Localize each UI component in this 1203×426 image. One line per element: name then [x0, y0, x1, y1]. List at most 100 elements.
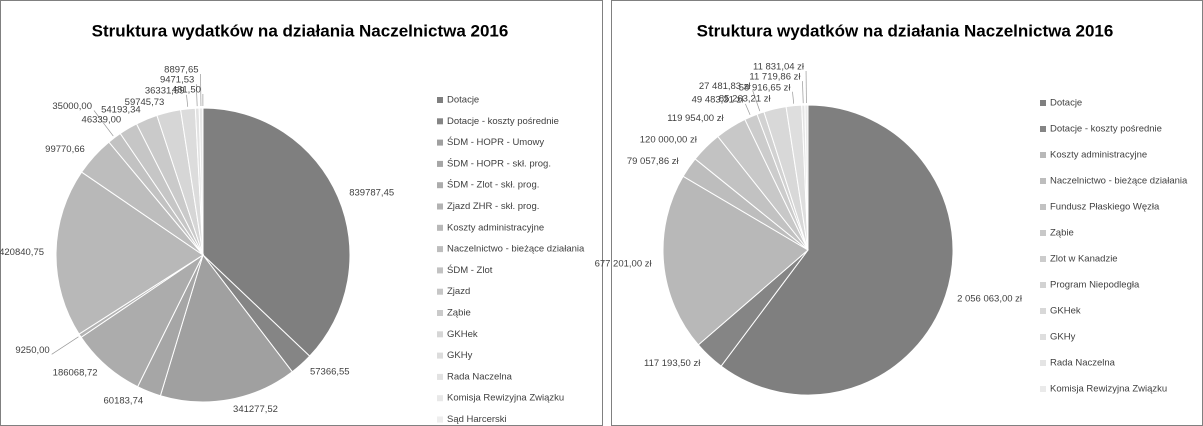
- data-label: 85 263,21 zł: [719, 94, 772, 105]
- legend-swatch: [1040, 204, 1046, 210]
- data-label: 35000,00: [52, 101, 92, 112]
- data-label: 59745,73: [125, 97, 165, 108]
- legend-label: Sąd Harcerski: [447, 414, 507, 425]
- data-label: 2 056 063,00 zł: [957, 293, 1023, 304]
- pie-slice: [55, 171, 204, 335]
- legend-label: Naczelnictwo - bieżące działania: [447, 244, 585, 255]
- pie-slice: [804, 104, 809, 251]
- legend-label: GKHek: [1050, 306, 1081, 317]
- legend-label: Rada Naczelna: [1050, 358, 1116, 369]
- data-label: 79 057,86 zł: [627, 156, 680, 167]
- legend-swatch: [437, 139, 443, 146]
- legend-label: Rada Naczelna: [447, 371, 513, 382]
- data-label: 57366,55: [310, 366, 350, 377]
- data-label: 117 193,50 zł: [644, 358, 701, 369]
- pie-slice: [720, 104, 954, 396]
- legend-swatch: [1040, 256, 1046, 262]
- data-label: 99770,66: [45, 144, 85, 155]
- legend-label: Program Niepodległa: [1050, 280, 1140, 291]
- data-label: 36331,59: [145, 85, 185, 96]
- legend-swatch: [437, 331, 443, 338]
- data-label: 11 831,04 zł: [753, 62, 805, 73]
- leader-line: [802, 81, 804, 104]
- legend-label: Koszty administracyjne: [1050, 150, 1147, 161]
- legend-label: Ząbie: [1050, 228, 1074, 239]
- legend-swatch: [437, 224, 443, 231]
- legend-label: Komisja Rewizyjna Związku: [447, 393, 564, 404]
- data-label: 54193,34: [101, 105, 141, 116]
- leader-line: [51, 336, 79, 355]
- pie-slice: [202, 107, 351, 357]
- leader-line: [195, 84, 198, 107]
- legend-label: ŚDM - Zlot: [447, 264, 493, 276]
- legend-label: Dotacje: [1050, 98, 1082, 109]
- legend-swatch: [1040, 230, 1046, 236]
- data-label: 119 954,00 zł: [667, 113, 724, 124]
- chart-title: Struktura wydatków na działania Naczelni…: [697, 21, 1114, 40]
- legend-swatch: [1040, 152, 1046, 158]
- legend-swatch: [437, 395, 443, 402]
- data-label: 186068,72: [53, 368, 98, 379]
- legend-label: ŚDM - HOPR - skł. prog.: [447, 157, 551, 169]
- legend-swatch: [1040, 178, 1046, 184]
- legend-swatch: [1040, 360, 1046, 366]
- legend-label: Koszty administracyjne: [447, 222, 544, 233]
- legend-label: Zjazd: [447, 286, 470, 297]
- data-label: 120 000,00 zł: [640, 134, 698, 145]
- data-label: 677 201,00 zł: [595, 258, 653, 269]
- legend-label: ŚDM - HOPR - Umowy: [447, 136, 544, 148]
- leader-line: [186, 94, 189, 107]
- pie-slice: [159, 253, 293, 403]
- legend-swatch: [1040, 386, 1046, 392]
- pie-slice: [662, 175, 809, 346]
- legend-label: Komisja Rewizyjna Związku: [1050, 384, 1167, 395]
- legend-swatch: [1040, 100, 1046, 106]
- legend-label: GKHy: [447, 350, 473, 361]
- legend-label: Dotacje - koszty pośrednie: [1050, 124, 1162, 135]
- data-label: 46339,00: [82, 114, 122, 125]
- legend-swatch: [437, 373, 443, 380]
- data-label: 839787,45: [349, 188, 394, 199]
- data-label: 9471,53: [160, 75, 194, 86]
- data-label: 11 719,86 zł: [749, 72, 801, 83]
- legend-swatch: [437, 118, 443, 125]
- leader-line: [745, 103, 751, 116]
- legend-swatch: [1040, 308, 1046, 314]
- legend-label: Ząbie: [447, 308, 471, 319]
- legend-swatch: [437, 203, 443, 210]
- legend-label: Naczelnictwo - bieżące działania: [1050, 176, 1188, 187]
- data-label: 60183,74: [104, 395, 144, 406]
- data-label: 341277,52: [233, 404, 278, 415]
- legend-swatch: [1040, 334, 1046, 340]
- legend-swatch: [437, 182, 443, 189]
- legend-swatch: [437, 267, 443, 274]
- legend-swatch: [437, 352, 443, 359]
- leader-line: [792, 91, 795, 104]
- legend-label: Fundusz Płaskiego Węzła: [1050, 202, 1160, 213]
- legend-label: Dotacje: [447, 95, 479, 106]
- chart-title: Struktura wydatków na działania Naczelni…: [92, 21, 509, 40]
- leader-line: [752, 90, 761, 112]
- data-label: 481,50: [172, 85, 201, 96]
- data-label: 49 483,31 zł: [692, 94, 745, 105]
- legend-label: Zlot w Kanadzie: [1050, 254, 1118, 265]
- legend-label: GKHy: [1050, 332, 1076, 343]
- legend-label: ŚDM - Zlot - skł. prog.: [447, 179, 539, 191]
- legend-swatch: [437, 97, 443, 103]
- legend-swatch: [437, 310, 443, 316]
- legend-swatch: [437, 160, 443, 167]
- data-label: 58 916,65 zł: [739, 82, 792, 93]
- legend-swatch: [1040, 126, 1046, 132]
- data-label: 8897,65: [164, 65, 198, 76]
- legend-label: Zjazd ZHR - skł. prog.: [447, 201, 539, 212]
- legend-swatch: [437, 246, 443, 253]
- legend-swatch: [1040, 282, 1046, 288]
- legend-label: Dotacje - koszty pośrednie: [447, 116, 559, 127]
- legend-swatch: [437, 416, 443, 423]
- legend-label: GKHek: [447, 329, 478, 340]
- data-label: 420840,75: [0, 247, 44, 258]
- legend-swatch: [437, 288, 443, 295]
- data-label: 27 481,83 zł: [699, 81, 752, 92]
- data-label: 9250,00: [15, 345, 49, 356]
